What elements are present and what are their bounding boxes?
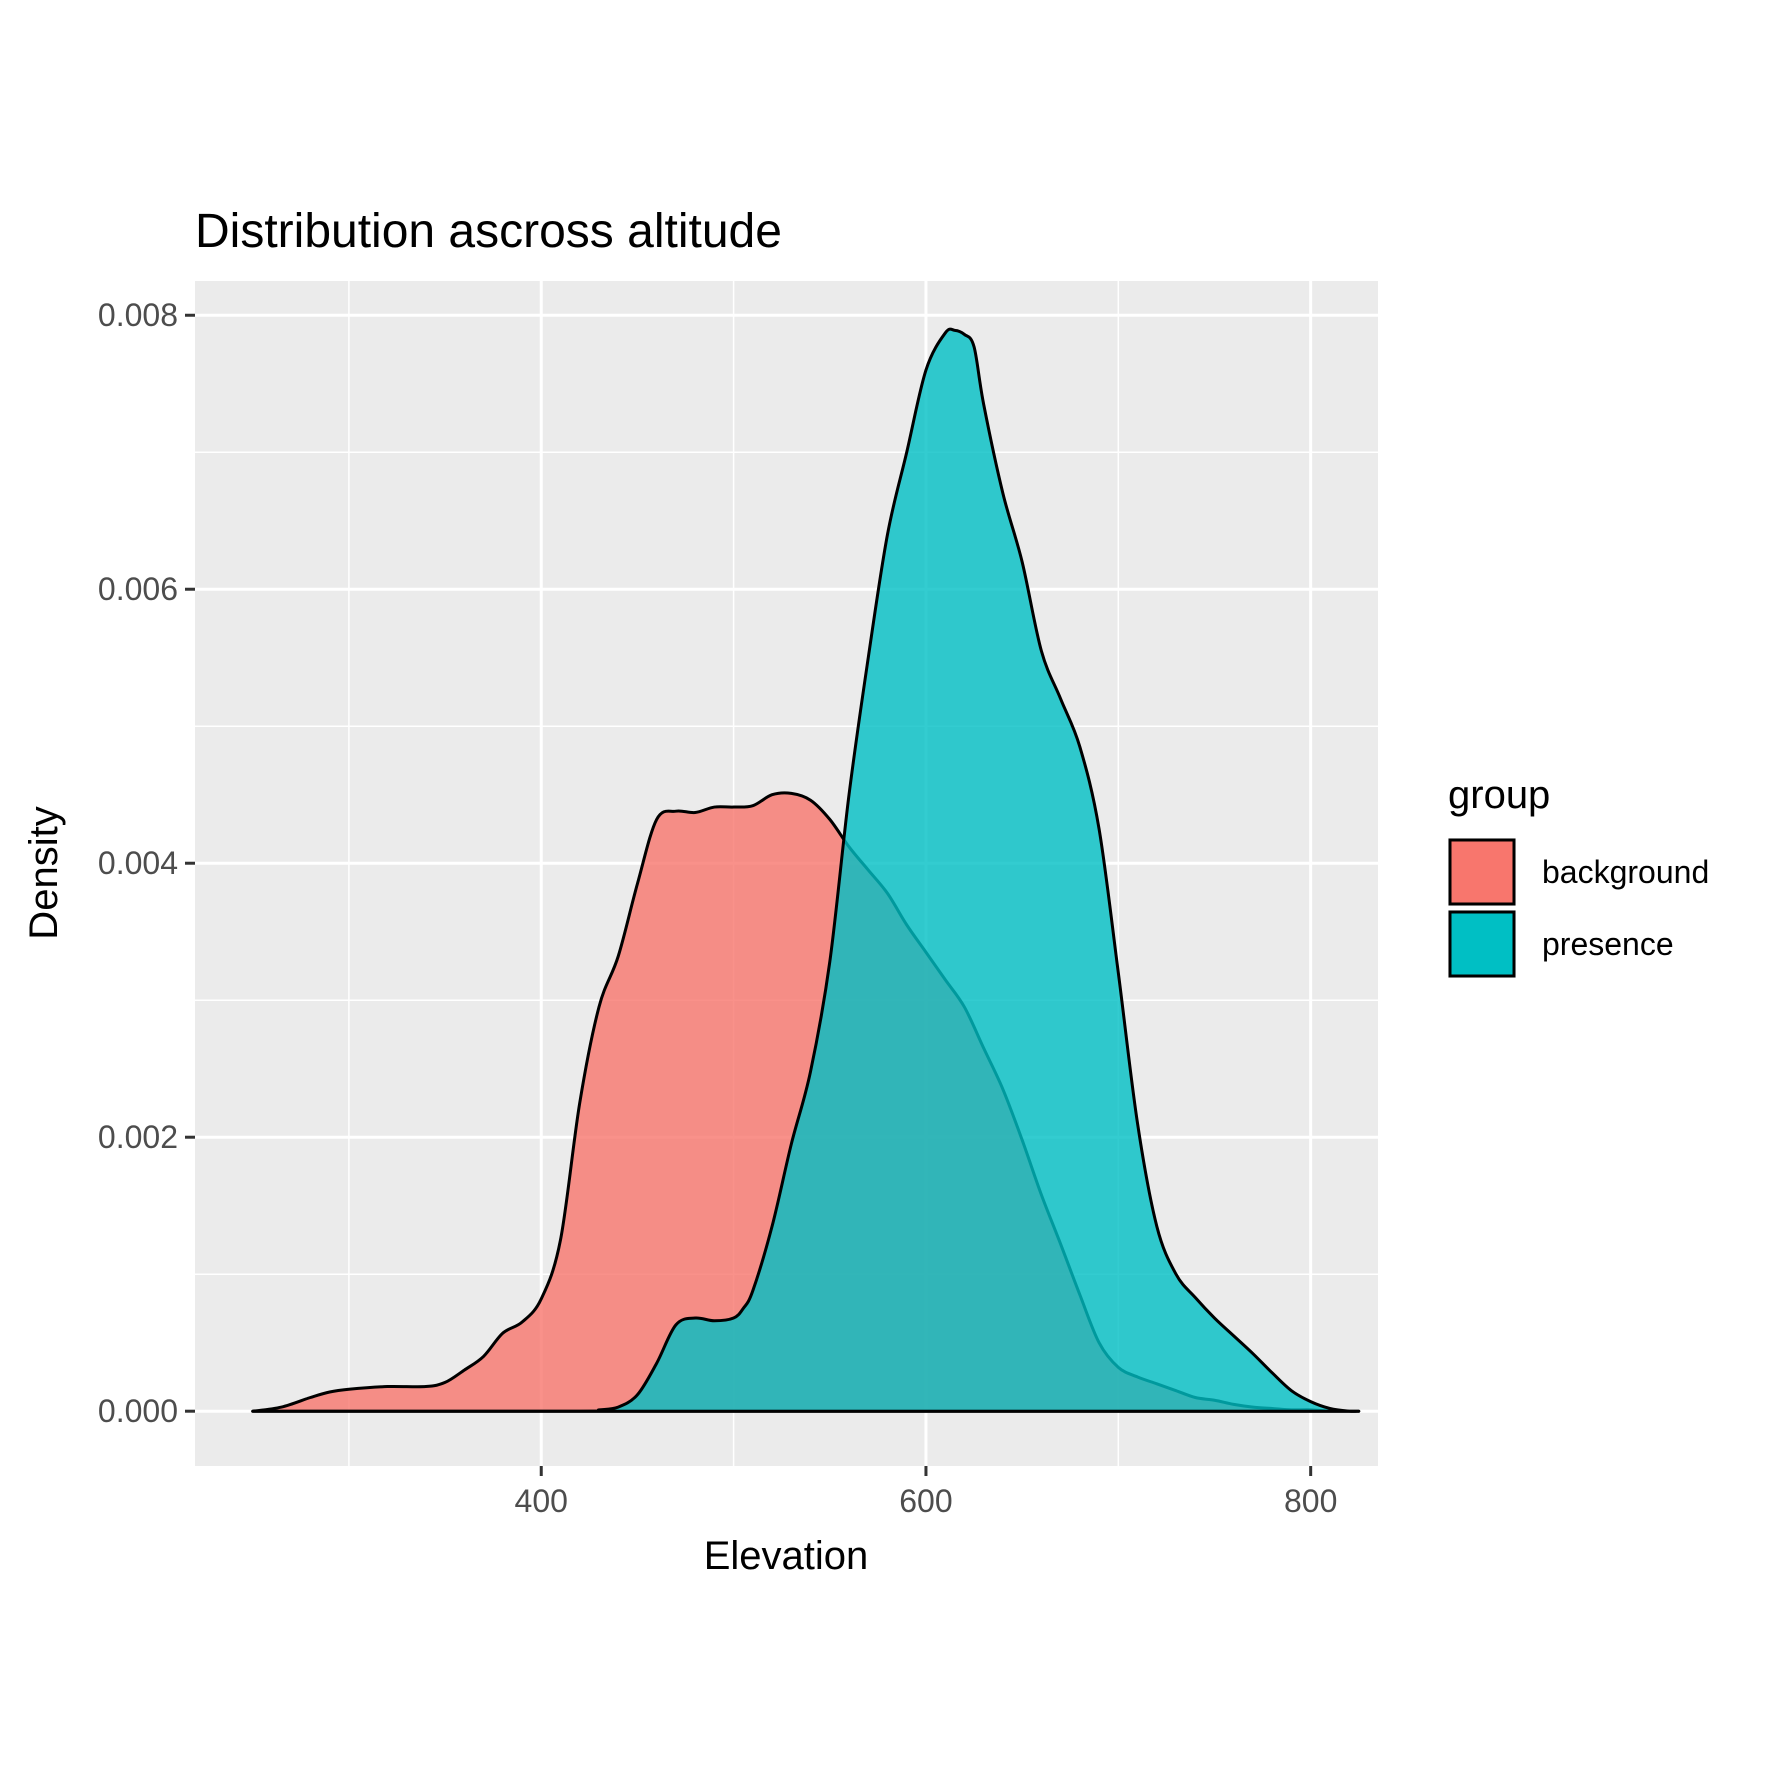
x-tick-label: 400	[515, 1483, 568, 1519]
x-tick-label: 600	[899, 1483, 952, 1519]
legend-label-presence: presence	[1542, 926, 1674, 962]
y-tick-label: 0.000	[98, 1393, 178, 1429]
chart-title: Distribution ascross altitude	[195, 205, 782, 258]
x-axis: 400 600 800	[515, 1466, 1337, 1519]
density-areas	[251, 327, 1361, 1413]
legend-label-background: background	[1542, 854, 1709, 890]
legend-swatch-background	[1448, 838, 1516, 906]
x-axis-title: Elevation	[704, 1534, 869, 1578]
y-axis-title: Density	[22, 806, 66, 939]
y-tick-label: 0.002	[98, 1119, 178, 1155]
legend-swatch-presence	[1448, 910, 1516, 978]
y-tick-label: 0.008	[98, 297, 178, 333]
legend: group background presence	[1448, 773, 1709, 978]
y-tick-label: 0.006	[98, 571, 178, 607]
y-axis: 0.000 0.002 0.004 0.006 0.008	[98, 297, 195, 1429]
legend-title: group	[1448, 773, 1550, 817]
density-area-presence	[251, 327, 1361, 1413]
x-tick-label: 800	[1284, 1483, 1337, 1519]
y-tick-label: 0.004	[98, 845, 178, 881]
